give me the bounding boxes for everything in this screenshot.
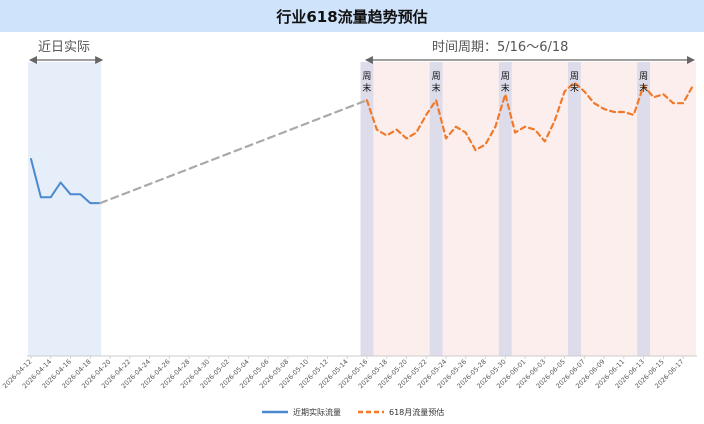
actual-traffic-line bbox=[30, 158, 102, 205]
weekend-band bbox=[360, 62, 374, 356]
bridge-dashed-line bbox=[99, 99, 368, 205]
time-period-label: 时间周期：5/16～6/18 bbox=[432, 40, 569, 55]
recent-actual-label: 近日实际 bbox=[38, 40, 91, 55]
weekend-label-top: 周 bbox=[432, 71, 441, 82]
weekend-band bbox=[568, 62, 581, 356]
forecast-traffic-line bbox=[365, 81, 695, 152]
chart-title: 行业618流量趋势预估 bbox=[276, 7, 428, 26]
weekend-label-bottom: 末 bbox=[362, 82, 371, 94]
weekend-label-bottom: 末 bbox=[570, 82, 579, 94]
recent-actual-band bbox=[28, 62, 102, 356]
title-bar: 行业618流量趋势预估 bbox=[0, 0, 704, 32]
weekend-label-top: 周 bbox=[570, 71, 579, 82]
weekend-band bbox=[429, 62, 443, 356]
weekend-band bbox=[637, 62, 651, 356]
weekend-label-bottom: 末 bbox=[639, 82, 648, 94]
weekend-label-top: 周 bbox=[362, 71, 371, 82]
legend-label-forecast: 618月流量预估 bbox=[389, 407, 444, 417]
weekend-band bbox=[498, 62, 512, 356]
weekend-label-bottom: 末 bbox=[501, 82, 510, 94]
weekend-label-top: 周 bbox=[501, 71, 510, 82]
legend-label-actual: 近期实际流量 bbox=[293, 407, 341, 417]
weekend-label-top: 周 bbox=[639, 71, 648, 82]
weekend-label-bottom: 末 bbox=[432, 82, 441, 94]
